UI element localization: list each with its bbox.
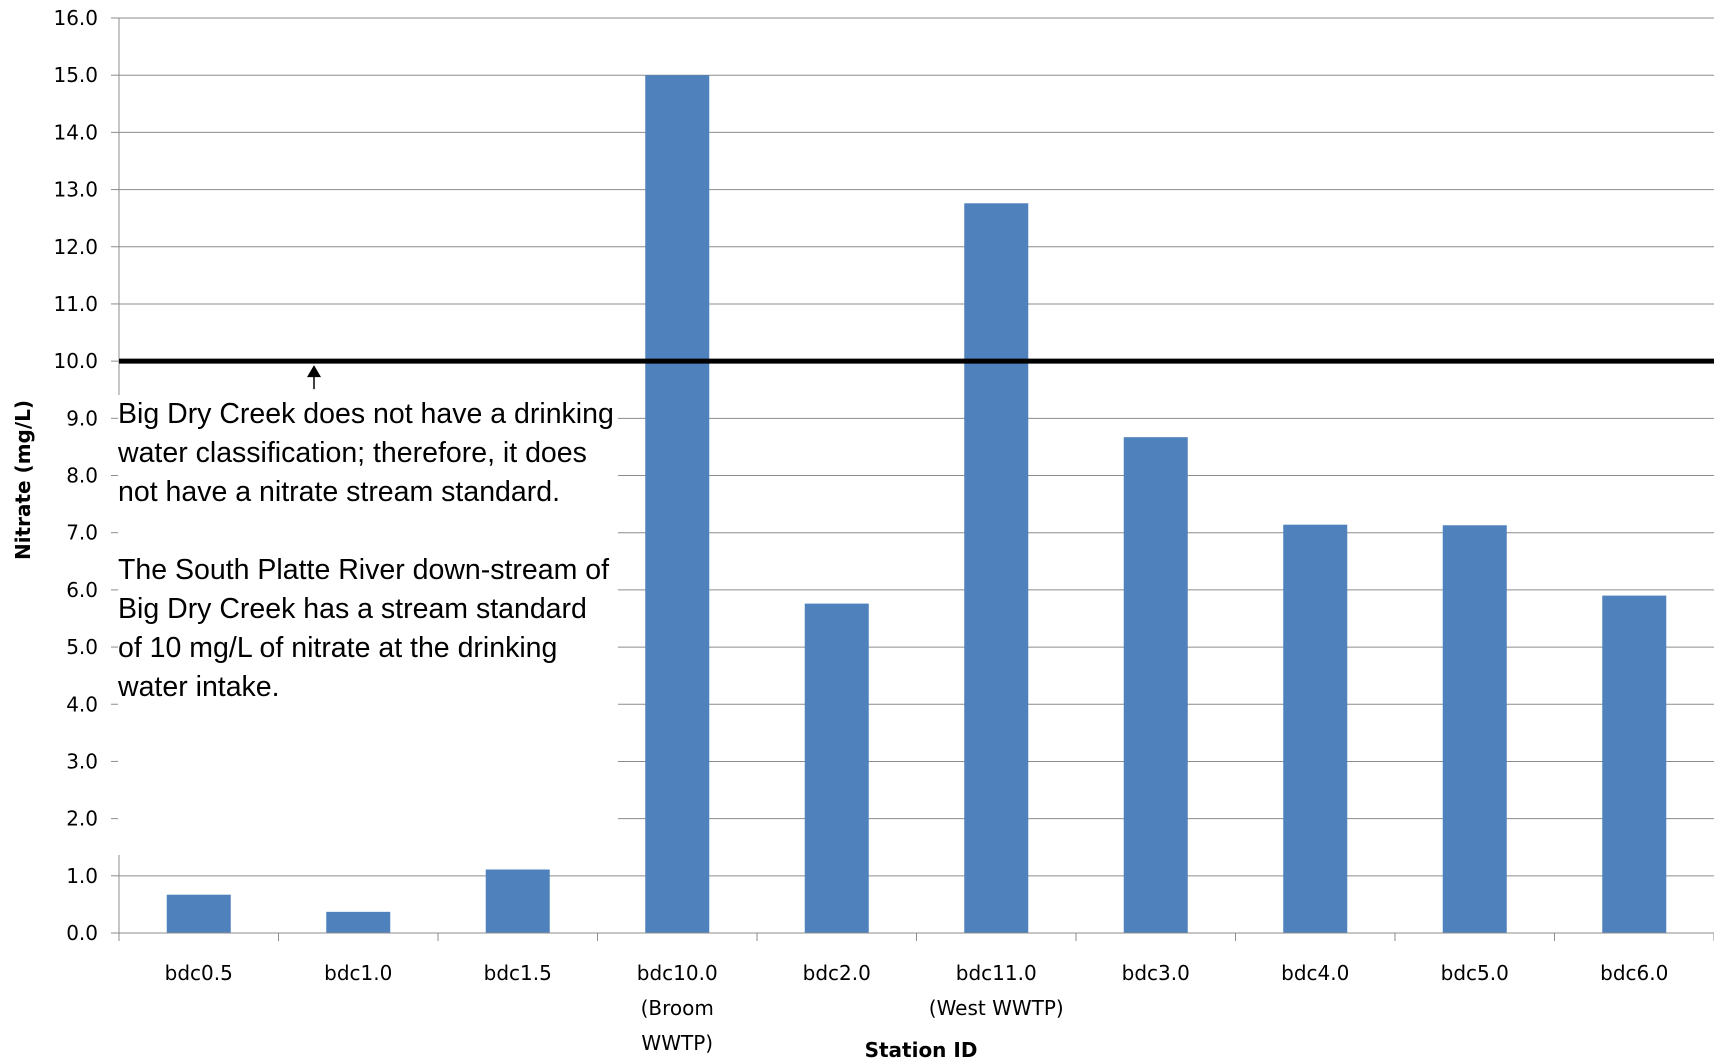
reference-line-group (119, 358, 1714, 390)
annotation-paragraph-1: Big Dry Creek does not have a drinking w… (118, 398, 614, 508)
y-tick-label: 6.0 (66, 578, 98, 602)
x-tick-label: bdc0.5 (165, 961, 233, 985)
y-tick-label: 16.0 (53, 6, 98, 30)
bar (1442, 525, 1507, 933)
x-tick-label: bdc1.0 (324, 961, 392, 985)
y-tick-label: 13.0 (53, 178, 98, 202)
annotation-paragraph-2: The South Platte River down-stream of Bi… (118, 554, 610, 703)
bar (1602, 595, 1667, 933)
x-tick-label: bdc1.5 (484, 961, 552, 985)
x-tick-label: bdc5.0 (1441, 961, 1509, 985)
y-tick-label: 2.0 (66, 807, 98, 831)
bar (166, 894, 231, 933)
x-tick-label: bdc2.0 (803, 961, 871, 985)
x-tick-label: bdc10.0 (637, 961, 718, 985)
bar (964, 203, 1029, 934)
bar (804, 603, 869, 933)
y-tick-label: 5.0 (66, 635, 98, 659)
x-tick-labels: bdc0.5 bdc1.0 bdc1.5 bdc10.0 (Broom WWTP) bdc2… (165, 961, 1669, 1055)
y-tick-label: 7.0 (66, 521, 98, 545)
bar (1283, 524, 1348, 933)
x-tick-label: bdc11.0 (956, 961, 1037, 985)
annotation-box: Big Dry Creek does not have a drinking w… (118, 395, 618, 855)
x-tick-label: bdc3.0 (1122, 961, 1190, 985)
y-axis-title: Nitrate (mg/L) (11, 400, 35, 560)
x-tick-label: bdc4.0 (1281, 961, 1349, 985)
bars (166, 75, 1667, 934)
y-tick-label: 14.0 (53, 120, 98, 144)
x-axis-title: Station ID (865, 1038, 978, 1062)
x-tick-label: WWTP) (641, 1031, 713, 1055)
bar (326, 911, 391, 933)
bar (485, 869, 550, 933)
y-tick-label: 12.0 (53, 235, 98, 259)
x-tick-label: (West WWTP) (929, 996, 1064, 1020)
y-tick-label: 4.0 (66, 692, 98, 716)
bar (645, 75, 710, 933)
x-tick-label: bdc6.0 (1600, 961, 1668, 985)
y-tick-label: 9.0 (66, 406, 98, 430)
x-tick-label: (Broom (641, 996, 714, 1020)
y-tick-label: 8.0 (66, 464, 98, 488)
arrow-head-icon (307, 365, 321, 378)
y-tick-label: 3.0 (66, 749, 98, 773)
y-tick-label: 15.0 (53, 63, 98, 87)
y-tick-label: 10.0 (53, 349, 98, 373)
y-tick-label: 1.0 (66, 864, 98, 888)
y-tick-label: 11.0 (53, 292, 98, 316)
y-tick-labels: 0.0 1.0 2.0 3.0 4.0 5.0 6.0 7.0 8.0 9.0 10.0 11.0 12… (53, 6, 98, 945)
y-tick-label: 0.0 (66, 921, 98, 945)
bar (1123, 437, 1188, 933)
